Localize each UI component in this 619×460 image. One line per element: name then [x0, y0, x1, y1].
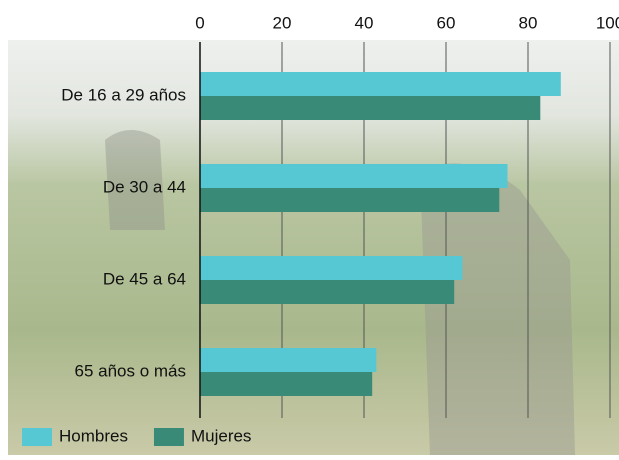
bar [200, 280, 454, 304]
y-tick-label: De 16 a 29 años [61, 85, 186, 104]
bar [200, 256, 462, 280]
chart: 0 20 40 60 80 100 De 16 a 29 años De 30 a 44 De … [0, 0, 619, 455]
bar [200, 372, 372, 396]
x-tick-label: 80 [519, 13, 538, 32]
x-tick-label: 40 [355, 13, 374, 32]
x-tick-label: 60 [437, 13, 456, 32]
legend-swatch [154, 428, 184, 446]
y-tick-label: De 45 a 64 [103, 269, 186, 288]
y-tick-label: 65 años o más [74, 361, 186, 380]
bar [200, 164, 508, 188]
x-tick-label: 0 [195, 13, 204, 32]
x-tick-label: 100 [596, 13, 619, 32]
x-tick-label: 20 [273, 13, 292, 32]
bar [200, 348, 376, 372]
legend-label: Mujeres [191, 426, 251, 445]
legend-label: Hombres [59, 426, 128, 445]
bar [200, 188, 499, 212]
y-tick-label: De 30 a 44 [103, 177, 186, 196]
bar [200, 96, 540, 120]
bar [200, 72, 561, 96]
legend-swatch [22, 428, 52, 446]
